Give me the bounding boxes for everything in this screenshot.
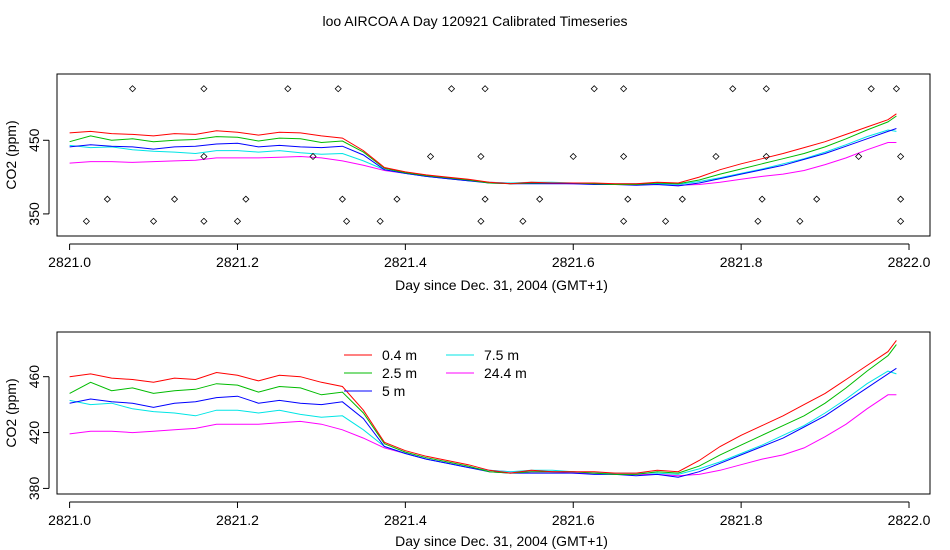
plot-frame [56, 73, 931, 237]
flag-point [393, 195, 401, 203]
flag-point [481, 195, 489, 203]
x-tick-label: 2822.0 [888, 254, 931, 270]
flag-point [343, 217, 351, 225]
plot-frame [56, 331, 931, 495]
y-axis-label: CO2 (ppm) [3, 120, 19, 189]
flag-point [855, 152, 863, 161]
flag-point [712, 152, 720, 161]
y-tick-label: 460 [26, 365, 42, 389]
series-line-2-5-m [69, 115, 897, 185]
x-tick-label: 2821.8 [720, 254, 763, 270]
series-line-24-4-m [69, 394, 897, 477]
flag-point [149, 217, 158, 225]
flag-point [897, 152, 905, 161]
flag-point [242, 195, 250, 203]
flag-point [620, 217, 628, 225]
legend-label: 24.4 m [484, 365, 527, 381]
x-tick-label: 2821.4 [384, 254, 427, 270]
flag-point [477, 217, 485, 225]
flag-point [620, 152, 628, 161]
x-tick-label: 2821.8 [720, 512, 763, 528]
flag-point [590, 85, 598, 93]
x-tick-label: 2821.6 [552, 254, 595, 270]
flag-point [536, 195, 544, 203]
flag-point [426, 152, 435, 161]
series-line-2-5-m [69, 344, 897, 475]
flag-point [338, 195, 346, 203]
y-tick-label: 420 [26, 421, 42, 445]
flag-point [813, 195, 821, 203]
legend: 0.4 m 2.5 m 5 m 7.5 m 24.4 m [344, 347, 527, 399]
x-tick-label: 2821.0 [48, 512, 91, 528]
panel-top: 2821.0 2821.2 2821.4 2821.6 2821.8 2822.0 350 4… [3, 73, 931, 293]
y-axis-label: CO2 (ppm) [3, 378, 19, 447]
series-line-0-4-m [69, 340, 897, 474]
flag-point [678, 195, 686, 203]
flag-point [758, 195, 766, 203]
flag-point [729, 85, 737, 93]
flag-point [233, 217, 242, 225]
flag-point [481, 85, 489, 93]
flag-point [796, 217, 804, 225]
y-tick-label: 380 [26, 477, 42, 501]
flag-point [754, 217, 762, 225]
series-line-5-m [69, 367, 897, 478]
plot-area [69, 340, 897, 478]
y-tick-label: 350 [26, 202, 42, 226]
flag-point [170, 195, 179, 203]
flag-point [897, 217, 905, 225]
flag-point [334, 85, 342, 93]
flag-point [200, 85, 208, 93]
plot-area [69, 113, 897, 187]
flag-point [762, 152, 770, 161]
legend-label: 5 m [382, 383, 405, 399]
flag-point [309, 152, 317, 161]
flag-point [620, 85, 628, 93]
x-tick-label: 2821.2 [216, 254, 259, 270]
flag-point [662, 217, 670, 225]
flag-point [624, 195, 632, 203]
flag-point [867, 85, 875, 93]
legend-label: 7.5 m [484, 347, 519, 363]
y-tick-label: 450 [26, 128, 42, 152]
x-tick-label: 2821.2 [216, 512, 259, 528]
series-line-7-5-m [69, 370, 897, 475]
x-axis-label: Day since Dec. 31, 2004 (GMT+1) [395, 533, 608, 549]
flag-point [200, 217, 208, 225]
flag-point [284, 85, 292, 93]
flag-point [892, 85, 900, 93]
panel-bottom: 2821.0 2821.2 2821.4 2821.6 2821.8 2822.0 380 4… [3, 331, 931, 549]
series-line-24-4-m [69, 142, 897, 186]
x-axis-label: Day since Dec. 31, 2004 (GMT+1) [395, 277, 608, 293]
x-tick-label: 2821.0 [48, 254, 91, 270]
x-tick-label: 2821.4 [384, 512, 427, 528]
flag-point [762, 85, 770, 93]
flag-point [82, 217, 90, 225]
flag-point [200, 152, 208, 161]
flag-point [128, 85, 137, 93]
legend-label: 2.5 m [382, 365, 417, 381]
flag-point [376, 217, 384, 225]
x-tick-label: 2821.6 [552, 512, 595, 528]
flag-point [897, 195, 905, 203]
flag-point [477, 152, 485, 161]
flag-point [569, 152, 577, 161]
flag-point [519, 217, 527, 225]
series-line-0-4-m [69, 113, 897, 185]
x-tick-label: 2822.0 [888, 512, 931, 528]
flag-point [447, 85, 456, 93]
flag-point [103, 195, 111, 203]
figure-title: loo AIRCOA A Day 120921 Calibrated Times… [322, 13, 627, 29]
legend-label: 0.4 m [382, 347, 417, 363]
